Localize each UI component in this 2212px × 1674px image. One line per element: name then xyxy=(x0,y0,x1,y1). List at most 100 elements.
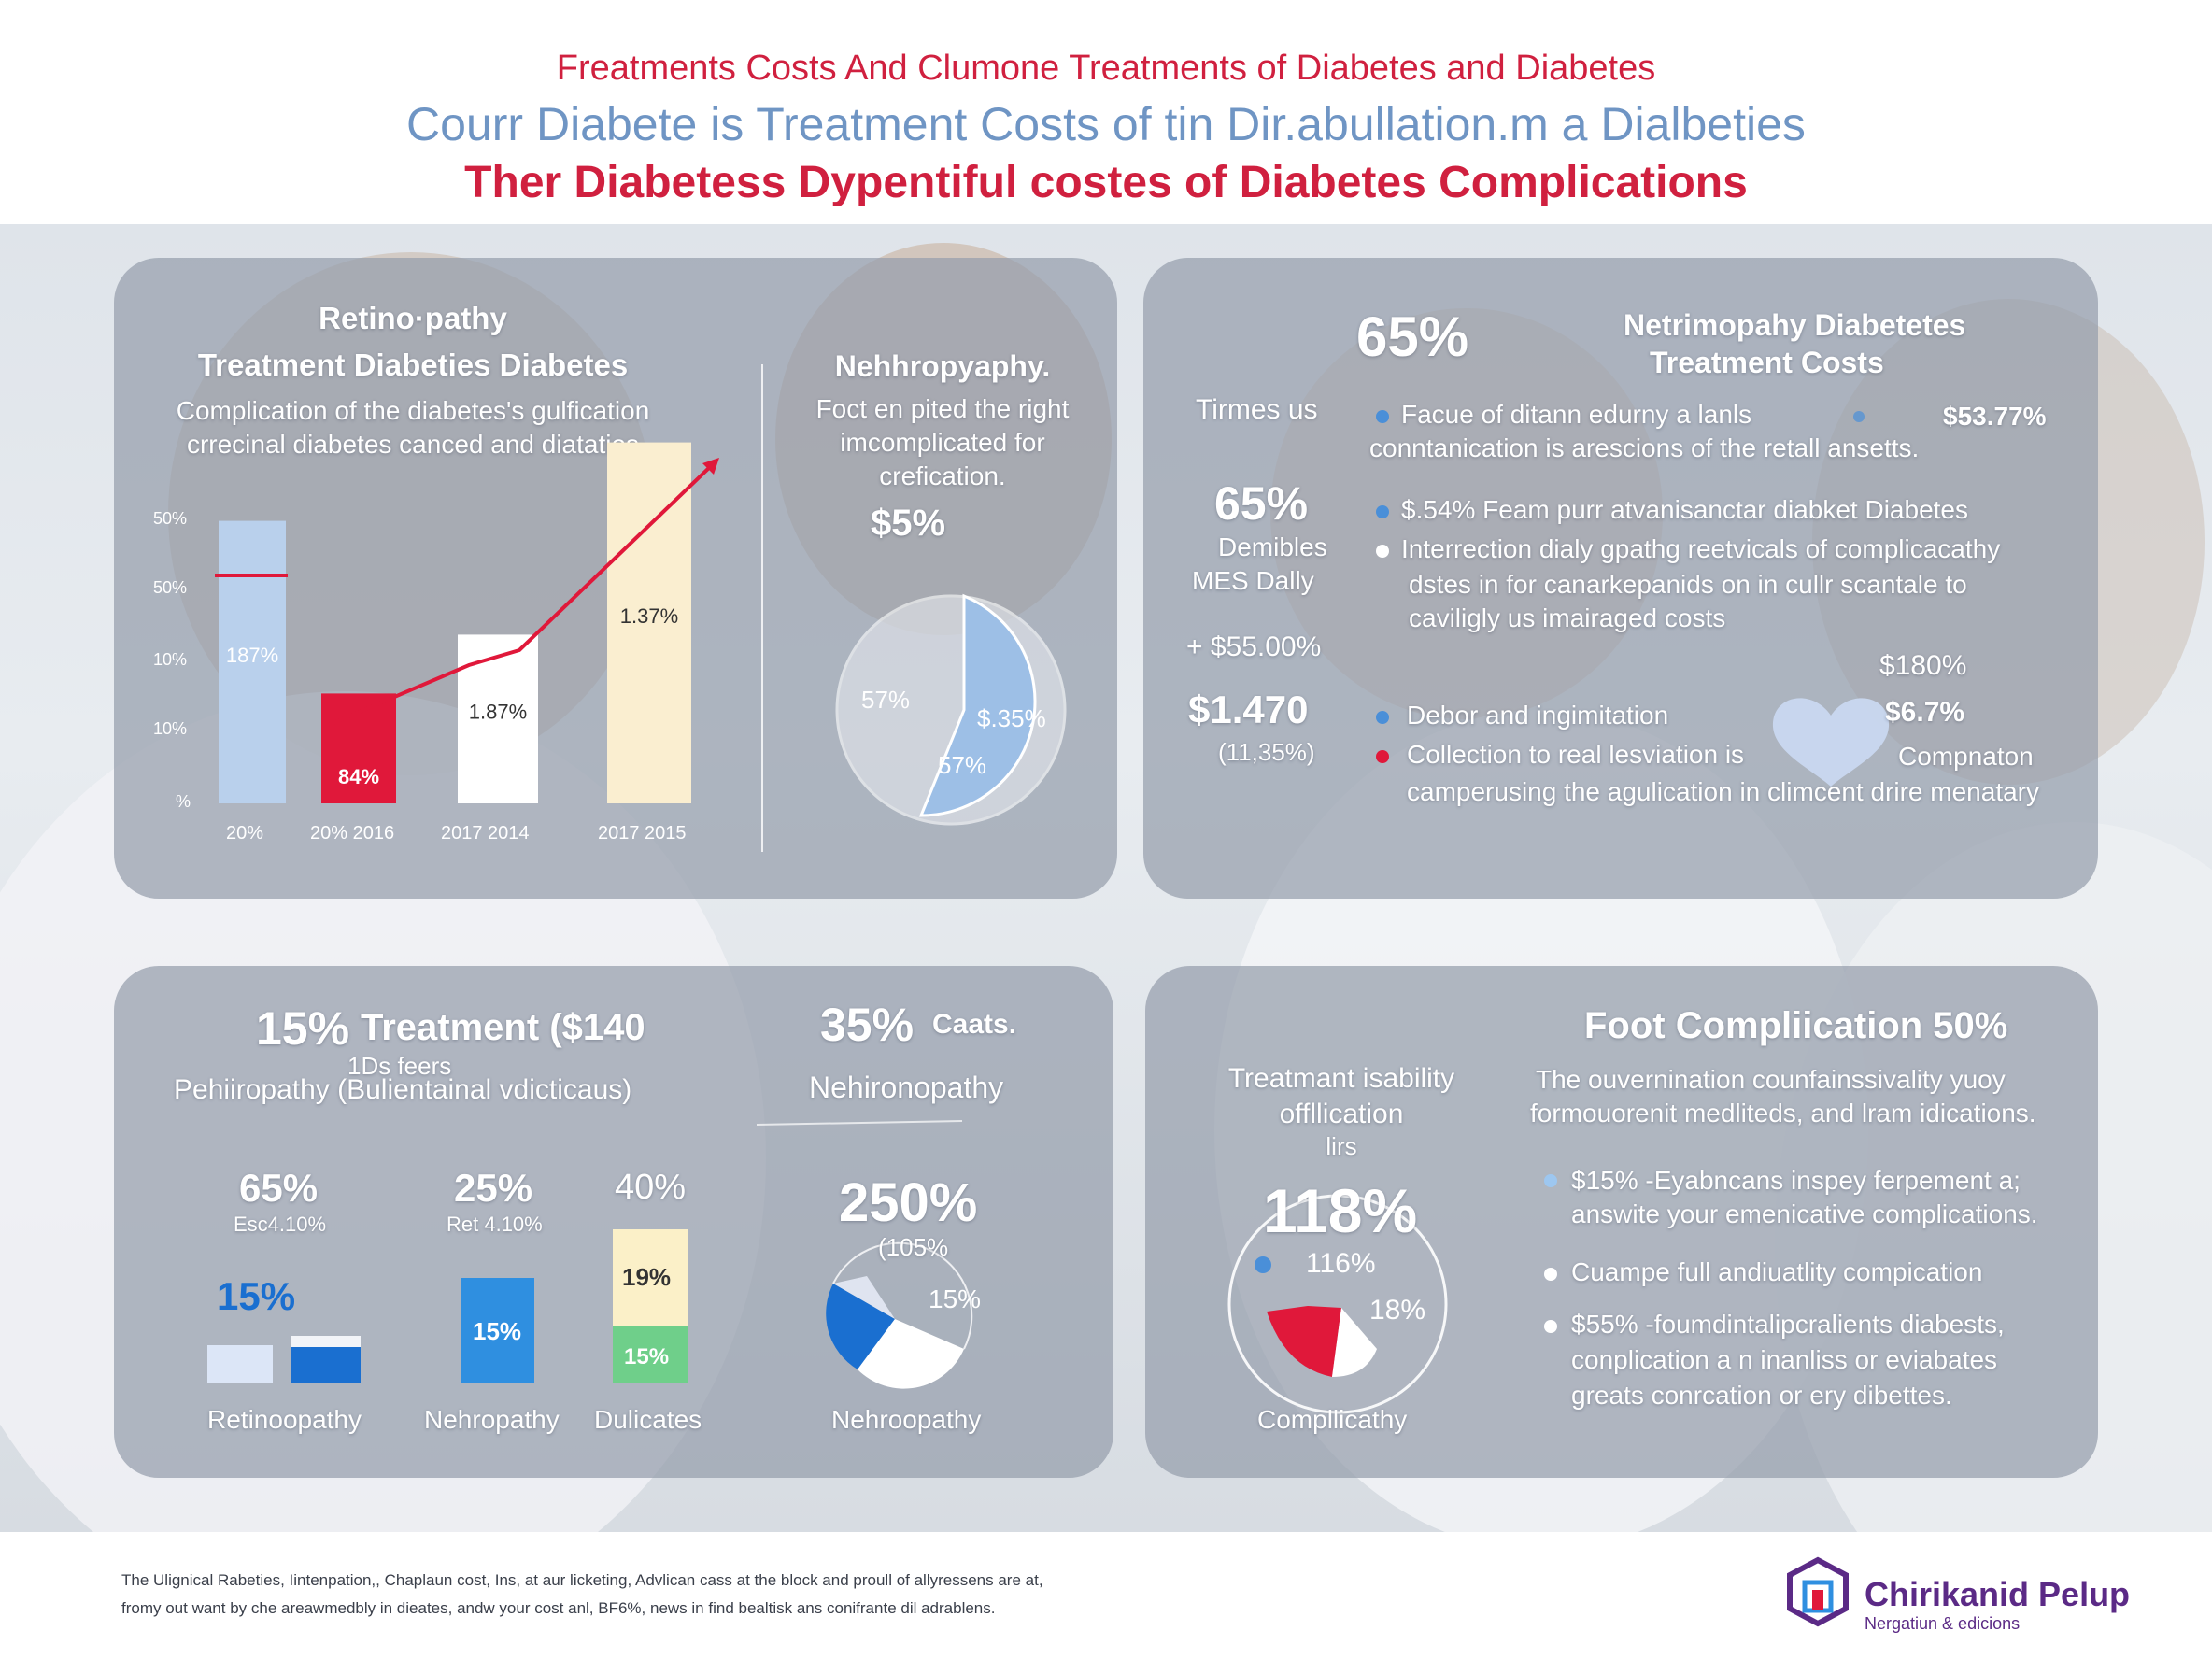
panel2-title-2: Treatment Costs xyxy=(1650,346,1884,379)
panel3-head-pct: 15% xyxy=(256,1002,350,1055)
panel2-bullet-1-line-2: conntanication is arescions of the retal… xyxy=(1369,433,1920,462)
panel4-bullet-3: $55% -foumdintalipcralients diabests, xyxy=(1571,1310,2005,1339)
bullet-dot xyxy=(1376,505,1389,518)
header-line-1: Freatments Costs And Clumone Treatments … xyxy=(556,49,1656,88)
group-sub: Ret 4.10% xyxy=(447,1213,543,1236)
panel2-bullet-3-line-3: caviligly us imairaged costs xyxy=(1409,603,1726,632)
panel3-right-sub: (105% xyxy=(878,1233,949,1261)
nephropathy-bar xyxy=(461,1278,534,1383)
panel1-right-sub-2: imcomplicated for xyxy=(840,428,1045,457)
panel4-title: Foot Compliication 50% xyxy=(1584,1005,2008,1046)
header-line-3: Ther Diabetess Dypentiful costes of Diab… xyxy=(464,158,1748,207)
panel2-bullet-3: Interrection dialy gpathg reetvicals of … xyxy=(1401,534,2001,563)
group-pct: 65% xyxy=(239,1166,319,1210)
y-tick: 50% xyxy=(153,578,187,597)
panel1-title-2: Treatment Diabeties Diabetes xyxy=(197,348,629,382)
y-tick: 50% xyxy=(153,509,187,528)
pie-label: 57% xyxy=(861,686,910,714)
retinopathy-panel: Retino·pathy Treatment Diabeties Diabete… xyxy=(114,258,1117,899)
bar xyxy=(219,520,286,803)
y-tick: % xyxy=(176,792,191,811)
header-line-2: Courr Diabete is Treatment Costs of tin … xyxy=(406,98,1806,150)
pie-slice-white xyxy=(1332,1308,1377,1377)
pie-label: $.35% xyxy=(977,704,1046,732)
panel3-right-title: Nehironopathy xyxy=(809,1071,1004,1104)
panel1-title-1: Retino·pathy xyxy=(319,301,507,335)
bullet-dot xyxy=(1255,1256,1271,1273)
panel2-bullet-1: Facue of ditann edurny a lanls xyxy=(1401,400,1752,429)
header: Freatments Costs And Clumone Treatments … xyxy=(0,0,2212,224)
bullet-dot xyxy=(1544,1320,1557,1333)
panel2-bullet-5: Collection to real lesviation is xyxy=(1407,740,1745,769)
panel2-left-item: (11,35%) xyxy=(1218,738,1315,766)
x-label: 2017 2014 xyxy=(441,823,530,844)
panel4-left-3: lirs xyxy=(1326,1132,1357,1160)
divider xyxy=(756,1120,963,1126)
panel2-left-item: $1.470 xyxy=(1188,688,1309,731)
bullet-dot xyxy=(1376,711,1389,724)
panel2-left-item: + $55.00% xyxy=(1186,631,1322,662)
panel4-bullet-2: Cuampe full andiuatlity compication xyxy=(1571,1257,1983,1286)
brand-name: Chirikanid Pelup xyxy=(1865,1575,2131,1613)
group-name: Retinoopathy xyxy=(207,1405,362,1434)
panel1-right-value: $5% xyxy=(870,503,946,544)
y-tick: 10% xyxy=(153,719,187,738)
panel3-head-line-2: Pehiiropathy (Bulientainal vdicticaus) xyxy=(174,1074,632,1105)
retinopathy-bar-light xyxy=(207,1345,273,1383)
duplicates-bar-label-2: 15% xyxy=(624,1344,669,1369)
panel3-right-pct-text: Caats. xyxy=(932,1009,1017,1040)
panel4-desc-1: The ouvernination counfainssivality yuoy xyxy=(1536,1065,2006,1094)
panel3-right-big: 250% xyxy=(839,1172,978,1233)
footer-note-1: The Ulignical Rabeties, Iintenpation,, C… xyxy=(121,1571,1043,1589)
pie-label: 15% xyxy=(929,1284,981,1313)
pie-label: 116% xyxy=(1306,1248,1376,1279)
bullet-dot xyxy=(1544,1268,1557,1281)
foot-complication-panel: Foot Compliication 50% Treatmant isabili… xyxy=(1145,966,2098,1478)
bullet-dot xyxy=(1376,410,1389,423)
pie-slice-blue xyxy=(826,1284,895,1369)
panel1-sub-1: Complication of the diabetes's gulficati… xyxy=(176,396,650,425)
panel2-left-item: 65% xyxy=(1214,477,1309,530)
panel2-title-1: Netrimopahy Diabetetes xyxy=(1624,308,1966,342)
panel3-right-caption: Nehroopathy xyxy=(831,1405,982,1434)
pie-outline xyxy=(1227,1194,1448,1414)
bullet-dot xyxy=(1544,1174,1557,1187)
panel1-sub-2: crrecinal diabetes canced and diataties xyxy=(186,430,640,459)
group-name: Nehropathy xyxy=(424,1405,560,1434)
pehiiropathy-panel: 15% Treatment ($140 1Ds feers Pehiiropat… xyxy=(114,966,1113,1478)
brand-logo-icon xyxy=(1787,1556,1849,1627)
brand-subtitle: Nergatiun & edicions xyxy=(1865,1614,2021,1633)
group-pct: 40% xyxy=(615,1168,687,1207)
panel2-bullet-3-line-2: dstes in for canarkepanids on in cullr s… xyxy=(1409,570,1967,599)
panel2-bullet-5-line-2: camperusing the agulication in climcent … xyxy=(1407,777,2039,806)
panel2-right-value: $6.7% xyxy=(1885,697,1965,728)
panel1-right-sub-1: Foct en pited the right xyxy=(815,394,1070,423)
x-label: 20% 2016 xyxy=(310,823,394,844)
panel4-bullet-3-line-3: greats conrcation or ery dibettes. xyxy=(1571,1381,1952,1410)
bullet-dot xyxy=(1376,545,1389,558)
panel2-bullet-2: $.54% Feam purr atvanisanctar diabket Di… xyxy=(1401,495,1968,524)
panel2-decor xyxy=(1376,410,1890,787)
panel4-left-1: Treatmant isability xyxy=(1227,1063,1455,1094)
group-bar-label: 15% xyxy=(217,1274,296,1318)
pie-slice-red xyxy=(1267,1306,1341,1377)
bullet-dot xyxy=(1853,411,1865,422)
panel3-head-text: Treatment ($140 xyxy=(361,1007,645,1048)
bar-label: 84% xyxy=(338,765,379,788)
trend-line xyxy=(328,463,714,727)
panel4-bullet-1-line-2: answite your emenicative complications. xyxy=(1571,1199,2038,1228)
panel2-bullet-1-value: $53.77% xyxy=(1943,402,2047,431)
bullet-dot xyxy=(1376,750,1389,763)
nephropathy-costs-panel: 65% Netrimopahy Diabetetes Treatment Cos… xyxy=(1143,258,2098,899)
panel2-big-pct: 65% xyxy=(1356,305,1469,368)
heart-icon xyxy=(1772,698,1890,787)
bar xyxy=(607,442,691,803)
pie-slice-light xyxy=(833,1276,895,1319)
group-pct: 25% xyxy=(454,1166,533,1210)
panel4-pie: 116% 18% xyxy=(1227,1174,1557,1414)
duplicates-bar-bottom xyxy=(613,1326,688,1383)
trend-arrow-head xyxy=(702,458,719,475)
duplicates-bar-label: 19% xyxy=(622,1263,671,1291)
panel4-bullet-3-line-2: conplication a n inanliss or eviabates xyxy=(1571,1345,1998,1374)
pie-label: 18% xyxy=(1369,1295,1425,1326)
